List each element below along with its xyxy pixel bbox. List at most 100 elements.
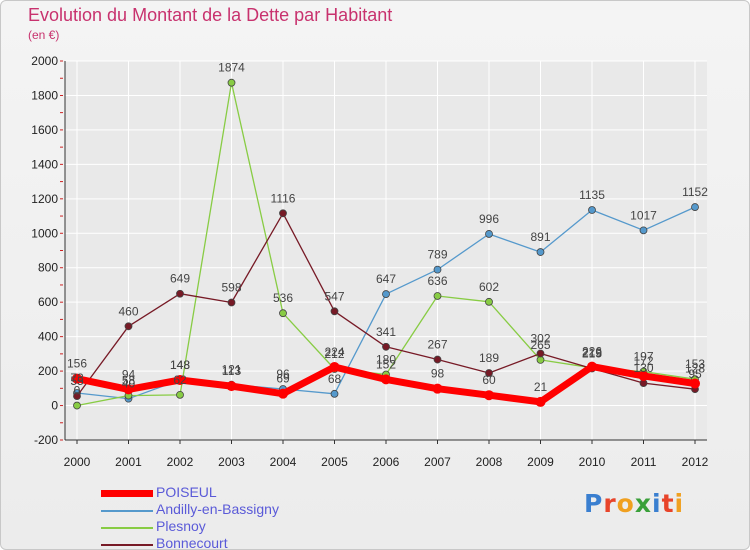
data-label: 73 — [70, 371, 84, 385]
data-point — [73, 401, 81, 410]
data-label: 21 — [534, 380, 548, 394]
data-label: 95 — [688, 367, 702, 381]
data-point — [484, 390, 494, 401]
data-point — [433, 355, 442, 364]
data-label: 0 — [74, 384, 81, 398]
y-tick-label: 2000 — [31, 54, 58, 68]
data-label: 180 — [376, 353, 396, 367]
data-point — [329, 361, 340, 372]
y-tick-label: 1800 — [31, 88, 58, 102]
data-point — [124, 322, 133, 331]
data-point — [72, 373, 82, 384]
data-point — [330, 307, 339, 316]
data-point — [227, 298, 236, 307]
x-tick-label: 2010 — [579, 455, 606, 469]
y-tick-label: -200 — [34, 433, 58, 447]
legend-label: Plesnoy — [156, 518, 206, 534]
proxiti-logo: Proxiti — [584, 489, 685, 518]
data-label: 62 — [173, 373, 187, 387]
data-label: 302 — [530, 332, 550, 346]
data-label: 1116 — [271, 191, 296, 205]
data-label: 789 — [427, 248, 447, 262]
data-label: 536 — [273, 291, 293, 305]
data-point — [382, 342, 390, 351]
data-point — [485, 369, 493, 377]
data-point — [279, 209, 287, 218]
x-tick-label: 2004 — [270, 455, 297, 469]
data-label: 94 — [122, 367, 136, 381]
data-point — [536, 355, 545, 364]
data-label: 602 — [479, 280, 499, 294]
data-label: 153 — [685, 357, 705, 371]
data-label: 224 — [324, 345, 344, 359]
data-label: 598 — [221, 281, 241, 295]
data-point — [227, 78, 236, 87]
data-label: 148 — [170, 358, 190, 372]
y-tick-label: 1200 — [31, 192, 58, 206]
data-point — [279, 309, 287, 318]
data-label: 265 — [530, 338, 550, 352]
data-point — [433, 265, 442, 274]
data-point — [382, 290, 390, 298]
data-label: 96 — [276, 367, 290, 381]
data-point — [330, 389, 339, 398]
data-point — [123, 384, 134, 395]
y-tick-label: 1400 — [31, 157, 58, 171]
y-tick-label: 600 — [38, 295, 58, 309]
data-point — [536, 248, 545, 256]
data-label: 547 — [324, 289, 344, 303]
data-point — [73, 392, 81, 400]
y-tick-label: 400 — [38, 330, 58, 344]
data-point — [278, 388, 288, 399]
data-point — [176, 289, 184, 298]
data-point — [535, 396, 546, 407]
y-tick-label: 200 — [38, 364, 58, 378]
data-point — [432, 383, 443, 394]
chart-title: Evolution du Montant de la Dette par Hab… — [28, 5, 393, 25]
data-label: 128 — [685, 361, 705, 375]
data-point — [691, 203, 699, 211]
x-tick-label: 2009 — [527, 455, 554, 469]
legend-label: Andilly-en-Bassigny — [156, 501, 279, 517]
data-label: 40 — [122, 377, 136, 391]
data-point — [226, 381, 237, 392]
x-tick-label: 2012 — [682, 455, 709, 469]
data-point — [690, 378, 700, 389]
data-label: 636 — [427, 274, 447, 288]
x-tick-label: 2001 — [115, 455, 142, 469]
data-label: 212 — [324, 347, 344, 361]
data-label: 98 — [431, 367, 445, 381]
data-label: 69 — [276, 372, 290, 386]
x-tick-label: 2002 — [167, 455, 194, 469]
legend-swatch — [101, 527, 153, 529]
data-label: 60 — [482, 373, 496, 387]
data-point — [433, 292, 442, 300]
data-point — [176, 390, 184, 399]
data-point — [638, 370, 649, 381]
data-point — [381, 374, 391, 385]
legend-label: POISEUL — [156, 484, 217, 500]
y-tick-label: 0 — [51, 399, 58, 413]
data-label: 996 — [479, 212, 499, 226]
data-label: 226 — [582, 345, 602, 359]
data-label: 113 — [222, 364, 241, 378]
data-label: 649 — [170, 272, 190, 286]
chart-subtitle: (en €) — [28, 28, 60, 42]
data-label: 1135 — [579, 188, 605, 202]
data-label: 148 — [170, 358, 190, 372]
data-label: 197 — [633, 350, 653, 364]
legend-swatch — [101, 510, 153, 512]
data-label: 219 — [582, 346, 602, 360]
data-point — [485, 230, 493, 238]
data-label: 189 — [479, 351, 499, 365]
data-point — [639, 226, 648, 235]
data-label: 121 — [221, 363, 241, 377]
data-label: 215 — [582, 347, 602, 361]
data-label: 55 — [70, 374, 84, 388]
data-label: 891 — [530, 230, 550, 244]
data-point — [536, 349, 545, 358]
data-label: 647 — [376, 272, 396, 286]
data-label: 152 — [376, 357, 396, 371]
